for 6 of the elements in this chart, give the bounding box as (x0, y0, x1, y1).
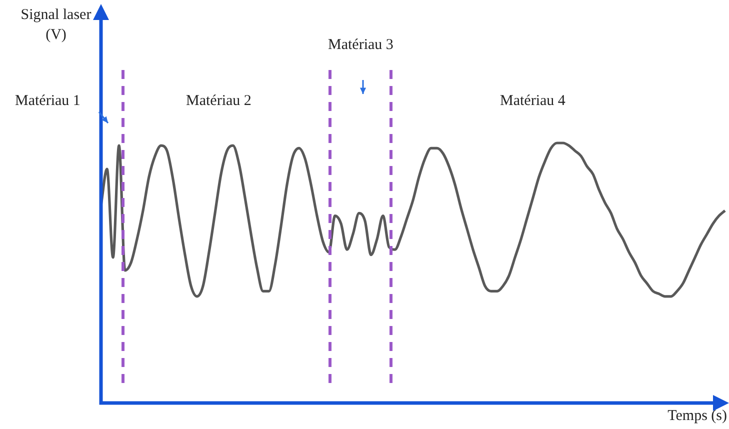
text: Matériau 2 (186, 93, 252, 110)
x-axis-title: Temps (s) (668, 408, 727, 425)
text: Matériau 4 (500, 93, 566, 110)
text: Matériau 1 (15, 93, 80, 110)
text: Matériau 3 (328, 37, 394, 54)
text: Signal laser (V) (20, 6, 92, 45)
